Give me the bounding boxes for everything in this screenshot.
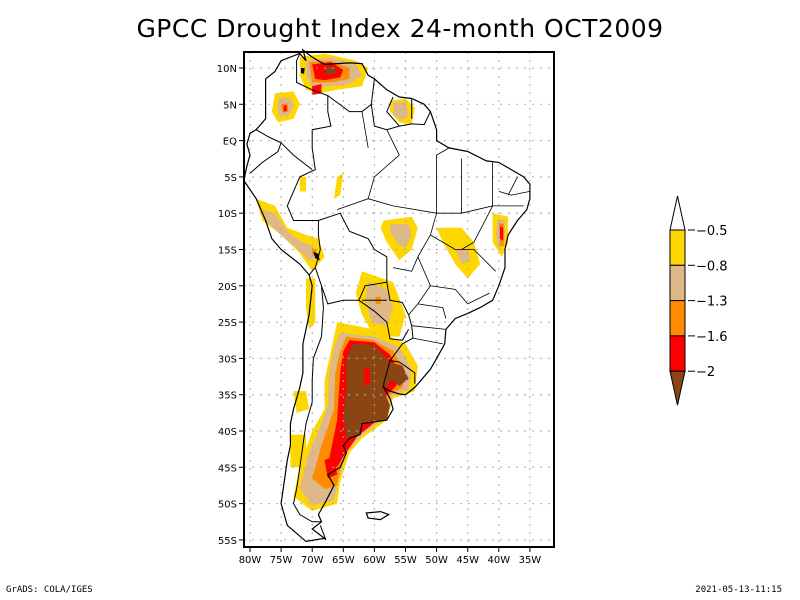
state-border-12 (412, 337, 443, 345)
lon-tick-label: 70W (301, 555, 324, 566)
chart-title: GPCC Drought Index 24-month OCT2009 (136, 14, 664, 43)
colorbar-bottom-arrow (669, 370, 686, 406)
drought-area-36 (324, 456, 338, 479)
footer-credit: GrADS: COLA/IGES (6, 585, 93, 595)
border-3 (386, 96, 400, 127)
colorbar-label: −1.3 (696, 295, 728, 310)
lake-titicaca (313, 251, 320, 261)
drought-area-9 (283, 105, 287, 112)
colorbar-segment (669, 335, 686, 372)
lat-tick-label: EQ (223, 137, 237, 148)
lat-tick-label: 5N (223, 100, 237, 111)
lat-tick-label: 45S (218, 463, 237, 474)
state-border-3 (461, 162, 494, 214)
colorbar-legend: −0.5 −0.8 −1.3 −1.6 −2 (669, 195, 728, 406)
state-border-13 (336, 198, 394, 210)
drought-area-11 (393, 101, 409, 121)
state-border-11 (411, 325, 446, 330)
drought-area-19 (390, 224, 412, 248)
lat-tick-label: 55S (218, 536, 237, 547)
drought-area-16 (334, 173, 344, 199)
lon-tick-label: 40W (487, 555, 510, 566)
border-0 (286, 53, 416, 384)
lat-tick-label: 25S (218, 318, 237, 329)
state-border-0 (436, 147, 450, 214)
border-8 (308, 267, 316, 276)
state-border-14 (367, 154, 400, 199)
border-12 (383, 360, 391, 388)
lat-tick-label: 20S (218, 282, 237, 293)
border-9 (292, 285, 324, 523)
falklands-outline (365, 510, 391, 521)
drought-area-21 (455, 249, 471, 264)
lon-tick-label: 55W (394, 555, 417, 566)
lon-axis: 80W 75W 70W 65W 60W 55W 50W 45W 40W 35W (239, 547, 542, 566)
drought-area-13 (262, 209, 319, 261)
footer-timestamp: 2021-05-13-11:15 (695, 585, 782, 595)
drought-area-39 (290, 434, 306, 468)
lat-tick-label: 10S (218, 209, 237, 220)
border-7 (314, 220, 387, 305)
colorbar-segment (669, 264, 686, 302)
lat-tick-label: 40S (218, 427, 237, 438)
drought-fill-layer (256, 53, 509, 511)
colorbar-label: −0.8 (696, 259, 728, 274)
lon-tick-label: 75W (270, 555, 293, 566)
drought-area-35 (363, 367, 370, 386)
drought-area-27 (365, 282, 394, 326)
state-border-8 (417, 256, 490, 305)
state-border-9 (408, 285, 431, 316)
state-border-5 (461, 205, 493, 250)
lon-tick-label: 50W (425, 555, 448, 566)
drought-area-25 (500, 226, 504, 241)
drought-area-33 (343, 343, 394, 439)
border-13 (319, 525, 327, 541)
lake-maracaibo (301, 68, 305, 74)
coastline (243, 48, 531, 543)
state-border-7 (430, 234, 496, 272)
colorbar-top-arrow (669, 195, 686, 231)
colorbar-label: −0.5 (696, 224, 728, 239)
lon-tick-label: 65W (332, 555, 355, 566)
state-border-18 (507, 176, 518, 196)
colorbar-segment (669, 300, 686, 337)
lat-tick-label: 35S (218, 391, 237, 402)
colorbar-segment (669, 229, 686, 266)
lat-tick-label: 50S (218, 500, 237, 511)
state-border-16 (361, 111, 369, 148)
drought-area-34 (388, 362, 409, 386)
border-6 (280, 142, 313, 170)
drought-area-17 (299, 176, 306, 192)
lat-axis: 10N 5N EQ 5S 10S 15S 20S 25S 30S 35S 40S 45S 50S 55S (217, 64, 244, 547)
border-10 (358, 299, 410, 341)
lat-tick-label: 15S (218, 246, 237, 257)
lon-tick-label: 60W (363, 555, 386, 566)
border-5 (249, 129, 282, 174)
state-border-10 (417, 303, 447, 319)
state-border-15 (386, 129, 400, 156)
state-border-17 (498, 191, 530, 196)
drought-area-4 (324, 66, 338, 76)
coastline-layer (243, 48, 531, 543)
state-border-1 (393, 205, 462, 214)
colorbar-label: −1.6 (696, 330, 728, 345)
colorbar-label: −2 (696, 365, 715, 380)
lat-tick-label: 30S (218, 354, 237, 365)
lat-tick-label: 5S (224, 173, 237, 184)
map-frame (243, 51, 555, 548)
lon-tick-label: 35W (519, 555, 542, 566)
lon-tick-label: 45W (456, 555, 479, 566)
lat-tick-label: 10N (217, 64, 237, 75)
lon-tick-label: 80W (239, 555, 262, 566)
